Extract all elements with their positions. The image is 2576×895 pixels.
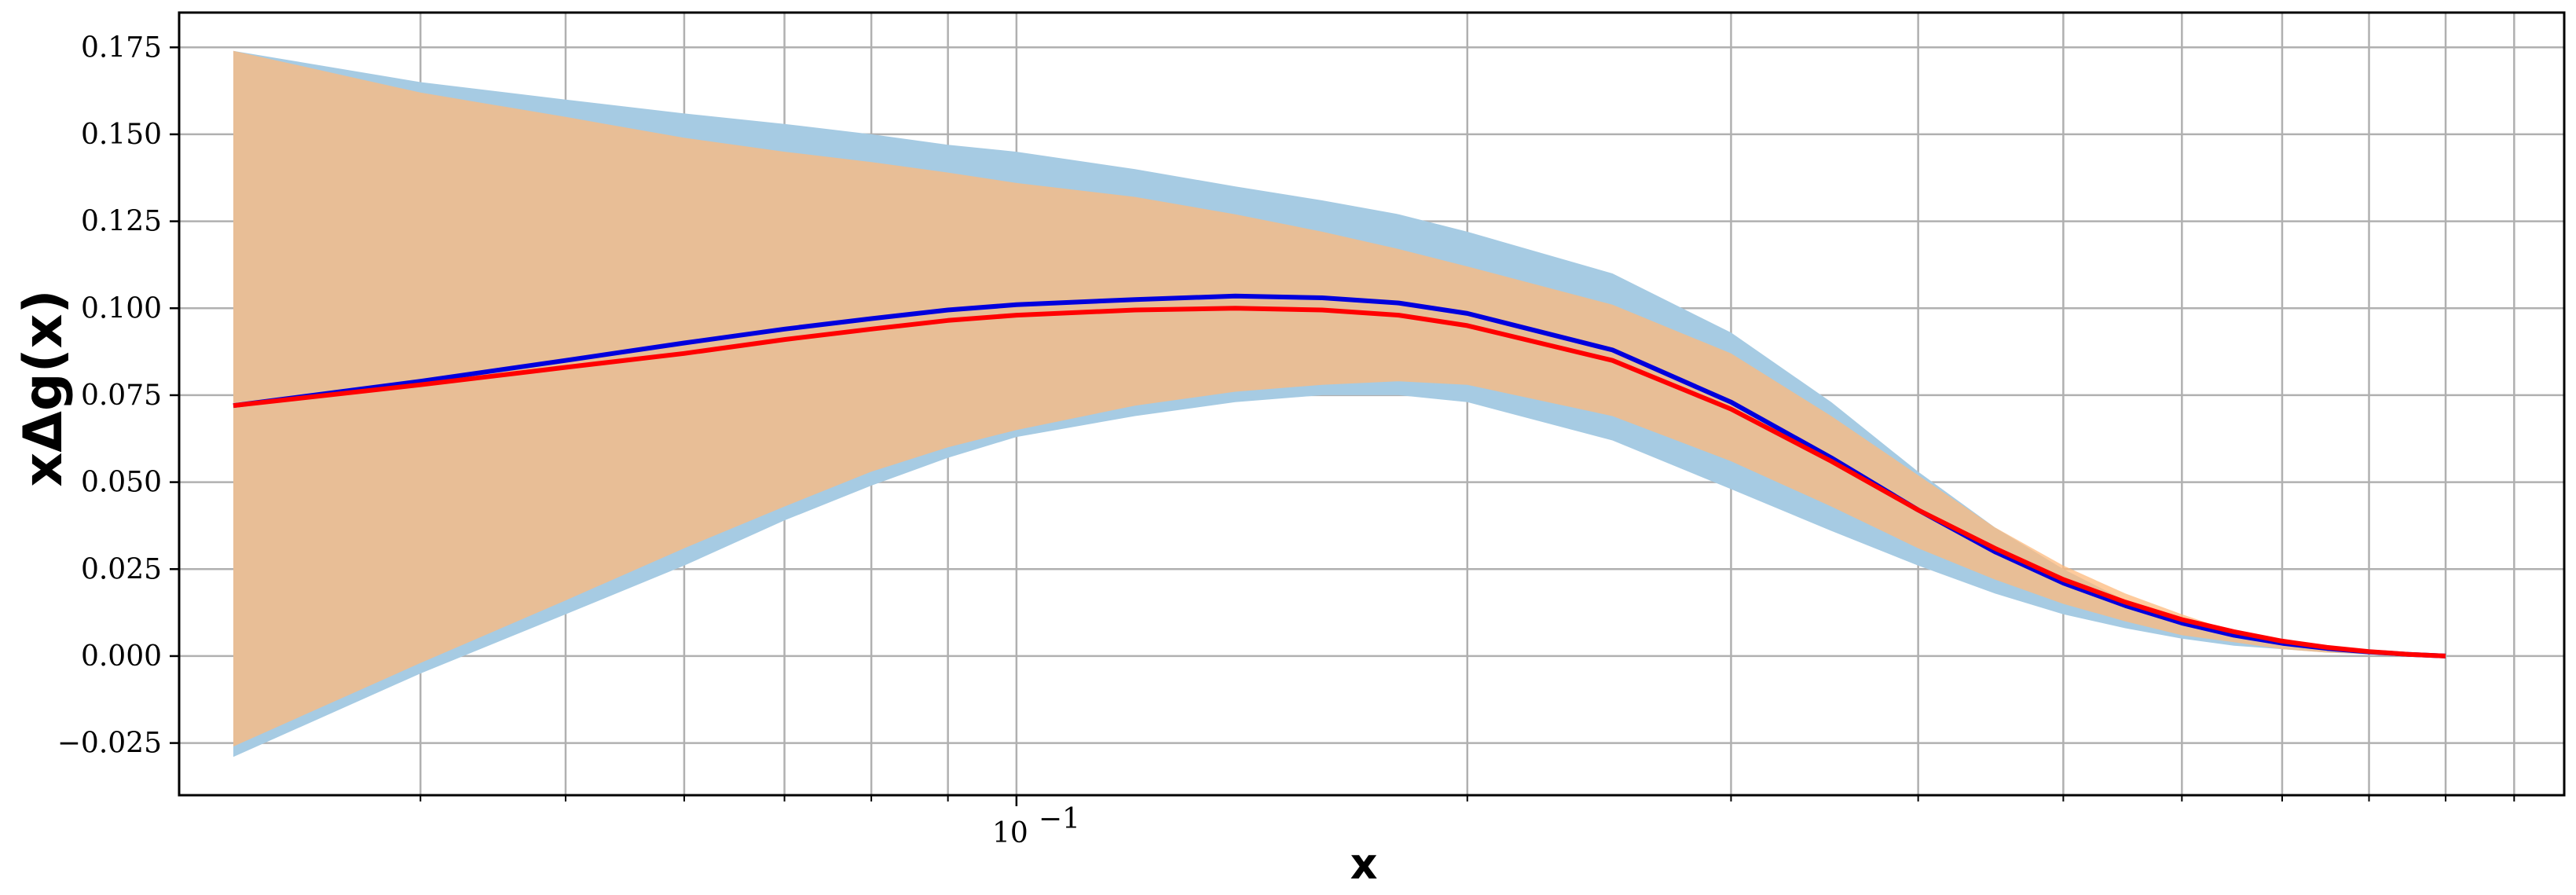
uncertainty-bands <box>233 50 2446 757</box>
y-tick-label: 0.150 <box>81 119 162 151</box>
plot-frame <box>178 11 2566 797</box>
y-axis-ticks: −0.025 0.000 0.025 0.050 0.075 0.100 0.125 0.15… <box>57 31 179 760</box>
x-axis-title: x <box>1350 839 1378 889</box>
y-tick-label: 0.100 <box>81 292 162 325</box>
y-tick-label: 0.050 <box>81 467 162 499</box>
x-axis-ticks: 10 −1 <box>420 795 2516 849</box>
y-tick-label: 0.125 <box>81 206 162 238</box>
y-tick-label: −0.025 <box>57 728 162 760</box>
x-tick-label: 10 <box>992 817 1028 849</box>
y-tick-label: 0.000 <box>81 640 162 673</box>
uncertainty-band-2 <box>233 50 2446 746</box>
central-line-1 <box>233 293 2446 658</box>
x-tick-label-exponent: −1 <box>1039 803 1080 835</box>
central-lines <box>233 293 2446 658</box>
y-axis-title: xΔg(x) <box>13 289 75 486</box>
central-line-2 <box>233 306 2446 658</box>
y-tick-label: 0.175 <box>81 31 162 64</box>
y-tick-label: 0.075 <box>81 380 162 412</box>
y-tick-label: 0.025 <box>81 553 162 585</box>
